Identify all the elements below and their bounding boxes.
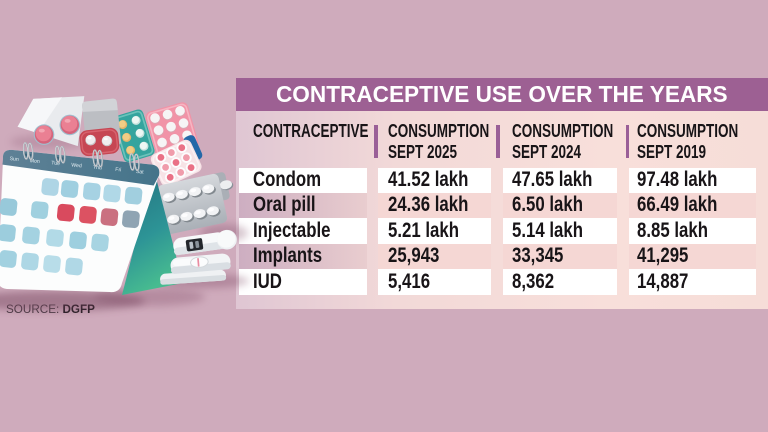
svg-text:Thu: Thu: [93, 165, 103, 172]
svg-text:Wed: Wed: [71, 162, 82, 169]
svg-text:Tue: Tue: [51, 160, 60, 167]
svg-text:Sun: Sun: [9, 156, 19, 163]
svg-text:Fri: Fri: [115, 167, 122, 174]
svg-text:Sat: Sat: [136, 169, 145, 176]
svg-text:Mon: Mon: [29, 158, 40, 165]
